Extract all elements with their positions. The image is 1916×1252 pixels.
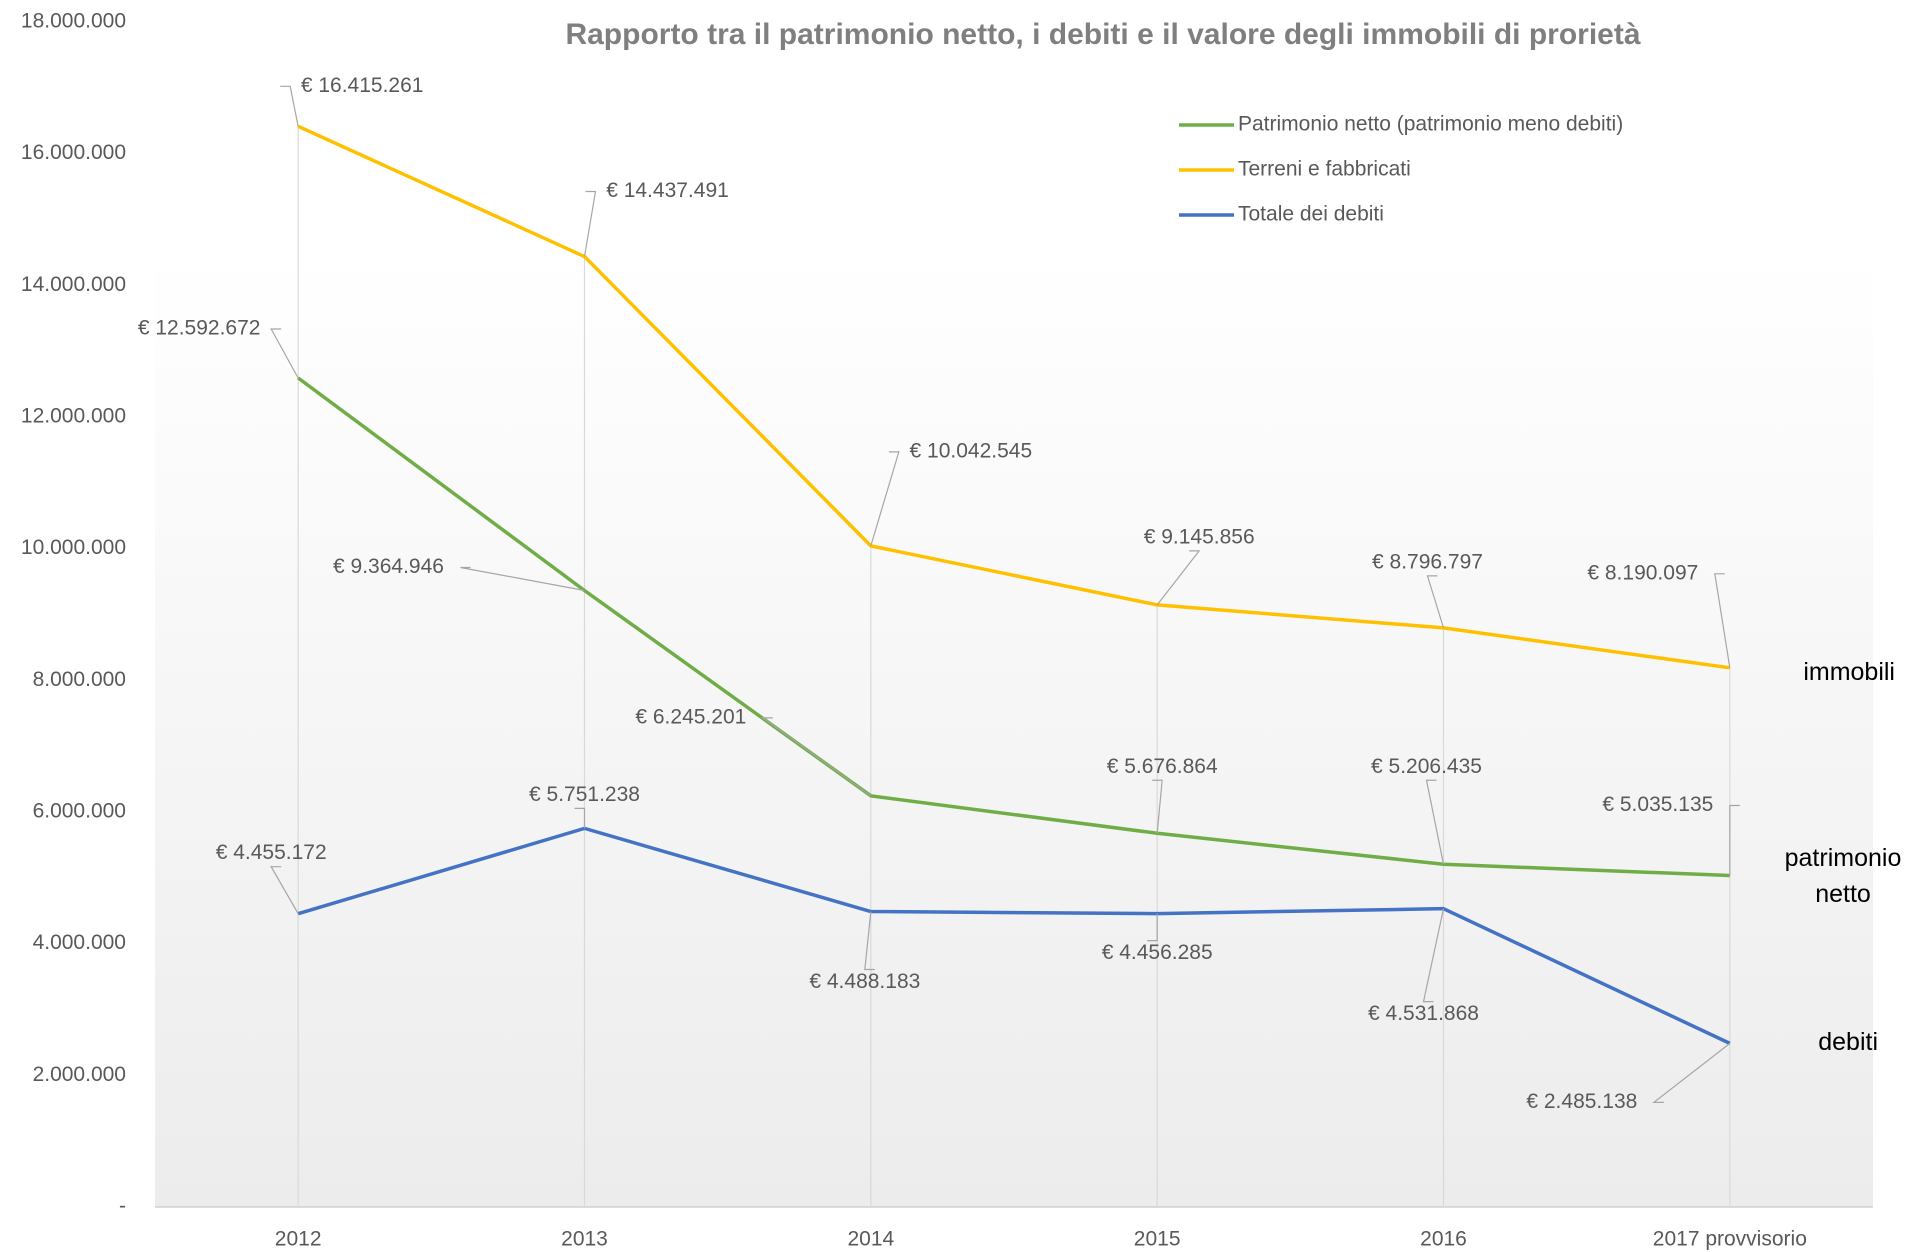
data-label: € 10.042.545 bbox=[910, 439, 1033, 462]
y-tick-label: 6.000.000 bbox=[33, 800, 126, 823]
annotation: immobili bbox=[1803, 658, 1895, 686]
leader-line bbox=[870, 451, 900, 547]
x-tick-label: 2015 bbox=[1134, 1228, 1181, 1251]
data-label: € 16.415.261 bbox=[301, 74, 424, 97]
y-tick-label: 18.000.000 bbox=[21, 10, 126, 33]
data-label: € 6.245.201 bbox=[635, 705, 746, 728]
x-tick-label: 2017 provvisorio bbox=[1653, 1228, 1807, 1251]
y-tick-label: 8.000.000 bbox=[33, 668, 126, 691]
leader-line bbox=[270, 328, 299, 379]
y-tick-label: 14.000.000 bbox=[21, 273, 126, 296]
y-tick-label: 10.000.000 bbox=[21, 536, 126, 559]
series-line bbox=[297, 376, 1730, 878]
chart-title: Rapporto tra il patrimonio netto, i debi… bbox=[565, 18, 1640, 51]
annotation: patrimonio netto bbox=[1784, 844, 1902, 908]
annotation: debiti bbox=[1818, 1028, 1878, 1056]
leader-line bbox=[1422, 908, 1445, 1003]
data-label: € 2.485.138 bbox=[1526, 1090, 1637, 1113]
leader-line bbox=[1714, 573, 1731, 668]
y-tick-label: 12.000.000 bbox=[21, 405, 126, 428]
data-label: € 5.751.238 bbox=[529, 783, 640, 806]
y-tick-label: 2.000.000 bbox=[33, 1063, 126, 1086]
x-tick-label: 2016 bbox=[1420, 1228, 1467, 1251]
x-tick-label: 2014 bbox=[847, 1228, 894, 1251]
leader-line bbox=[1147, 913, 1158, 942]
leader-line bbox=[1156, 550, 1201, 606]
data-label: € 12.592.672 bbox=[138, 317, 261, 340]
legend-label: Totale dei debiti bbox=[1238, 203, 1384, 226]
data-label: € 14.437.491 bbox=[606, 179, 729, 202]
series-line bbox=[297, 124, 1731, 670]
data-label: € 9.145.856 bbox=[1144, 525, 1255, 548]
leader-line bbox=[270, 866, 299, 915]
data-label: € 4.531.868 bbox=[1368, 1002, 1479, 1025]
leader-line bbox=[574, 807, 586, 829]
legend-label: Patrimonio netto (patrimonio meno debiti… bbox=[1238, 113, 1623, 136]
leader-line bbox=[460, 566, 585, 592]
series-line bbox=[297, 826, 1731, 1045]
y-tick-label: 16.000.000 bbox=[21, 141, 126, 164]
leader-line bbox=[1425, 779, 1445, 865]
data-label: € 4.456.285 bbox=[1102, 941, 1213, 964]
leader-line bbox=[280, 85, 299, 127]
plot-background bbox=[155, 250, 1873, 1207]
y-tick-label: 4.000.000 bbox=[33, 931, 126, 954]
data-label: € 5.035.135 bbox=[1602, 793, 1713, 816]
leader-line bbox=[583, 190, 597, 257]
y-tick-label: - bbox=[119, 1195, 126, 1218]
data-label: € 9.364.946 bbox=[333, 555, 444, 578]
leader-line bbox=[1426, 575, 1445, 629]
x-tick-label: 2012 bbox=[275, 1228, 322, 1251]
data-label: € 4.455.172 bbox=[216, 841, 327, 864]
leader-line bbox=[1729, 804, 1740, 876]
data-label: € 5.676.864 bbox=[1107, 755, 1218, 778]
data-label: € 8.796.797 bbox=[1372, 550, 1483, 573]
legend-label: Terreni e fabbricati bbox=[1238, 158, 1411, 181]
leader-line bbox=[1152, 779, 1163, 834]
x-tick-label: 2013 bbox=[561, 1228, 608, 1251]
leader-line bbox=[760, 717, 872, 797]
data-label: € 8.190.097 bbox=[1587, 561, 1698, 584]
leader-line bbox=[1652, 1042, 1731, 1103]
data-label: € 5.206.435 bbox=[1371, 755, 1482, 778]
data-label: € 4.488.183 bbox=[809, 970, 920, 993]
leader-line bbox=[864, 911, 875, 971]
